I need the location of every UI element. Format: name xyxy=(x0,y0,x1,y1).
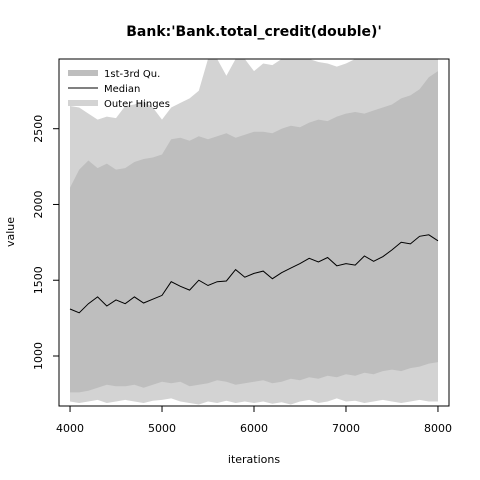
chart-title: Bank:'Bank.total_credit(double)' xyxy=(126,24,381,40)
x-axis-label: iterations xyxy=(228,453,280,466)
x-tick-label: 7000 xyxy=(332,422,360,435)
x-tick-label: 8000 xyxy=(424,422,452,435)
y-tick-label: 1500 xyxy=(32,266,45,294)
median-line xyxy=(69,234,439,314)
y-axis: 1000 1500 2000 2500 xyxy=(32,115,60,370)
quartile-band xyxy=(70,71,438,393)
x-tick-label: 4000 xyxy=(56,422,84,435)
y-tick-label: 2500 xyxy=(32,115,45,143)
legend-label-median: Median xyxy=(104,84,140,95)
legend-label-quartile: 1st-3rd Qu. xyxy=(104,69,160,80)
legend: 1st-3rd Qu. Median Outer Hinges xyxy=(68,69,170,110)
y-tick-label: 1000 xyxy=(32,342,45,370)
x-tick-label: 5000 xyxy=(148,422,176,435)
x-tick-label: 6000 xyxy=(240,422,268,435)
y-tick-label: 2000 xyxy=(32,190,45,218)
y-axis-label: value xyxy=(4,217,17,247)
legend-label-hinges: Outer Hinges xyxy=(104,99,170,110)
x-axis: 4000 5000 6000 7000 8000 xyxy=(56,405,452,435)
